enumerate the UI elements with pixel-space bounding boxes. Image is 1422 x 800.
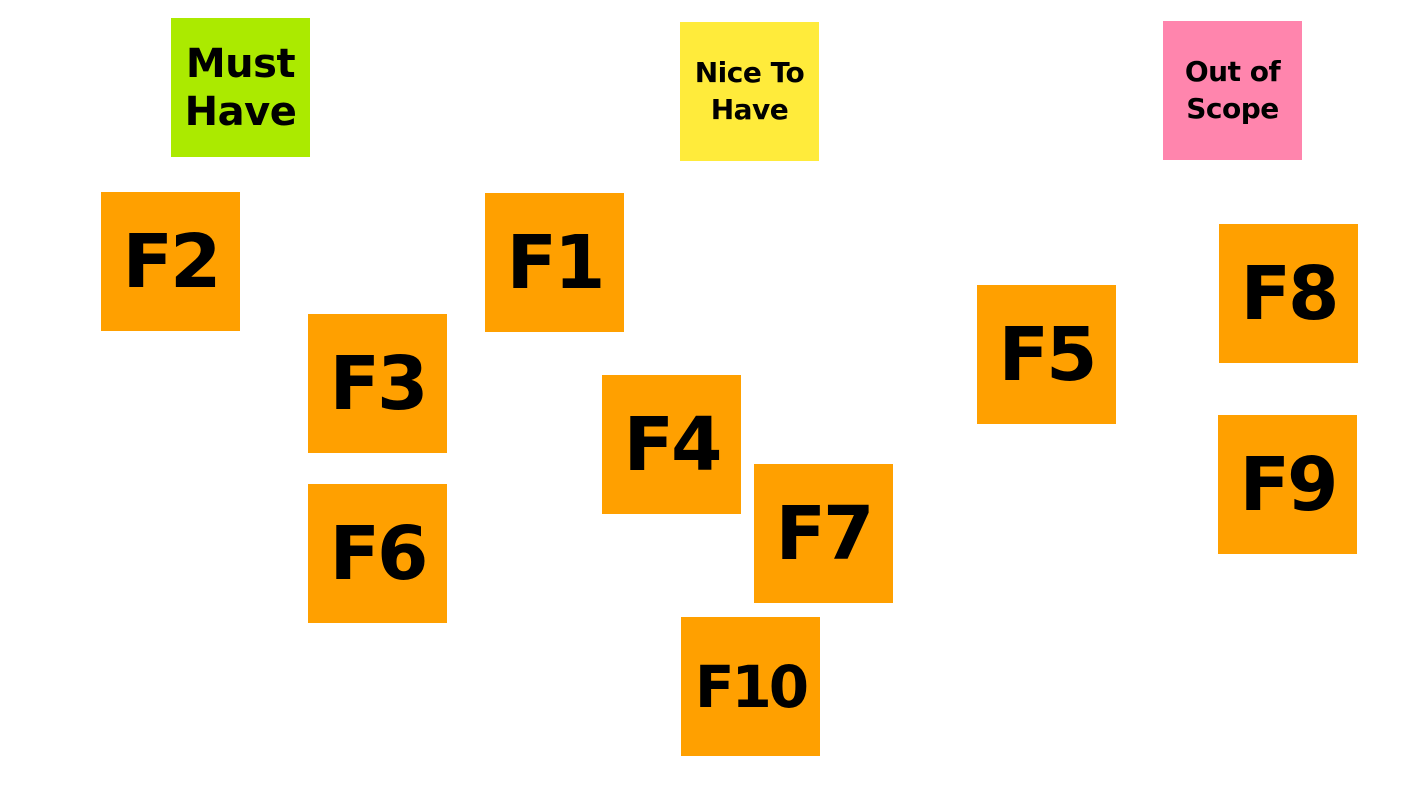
sticky-note-label: F6 — [329, 510, 428, 597]
sticky-note-f5[interactable]: F5 — [977, 285, 1116, 424]
sticky-note-f8[interactable]: F8 — [1219, 224, 1358, 363]
sticky-note-f1[interactable]: F1 — [485, 193, 624, 332]
sticky-note-f3[interactable]: F3 — [308, 314, 447, 453]
sticky-note-f7[interactable]: F7 — [754, 464, 893, 603]
sticky-note-label: F7 — [775, 490, 874, 577]
sticky-note-f10[interactable]: F10 — [681, 617, 820, 756]
sticky-note-label: F1 — [506, 219, 605, 306]
sticky-note-label: F10 — [694, 652, 809, 721]
sticky-note-must-have[interactable]: Must Have — [171, 18, 310, 157]
sticky-note-label: F4 — [623, 401, 722, 488]
sticky-note-nice-to-have[interactable]: Nice To Have — [680, 22, 819, 161]
sticky-note-f6[interactable]: F6 — [308, 484, 447, 623]
sticky-note-label: Must Have — [184, 40, 297, 135]
sticky-note-label: F3 — [329, 340, 428, 427]
sticky-note-label: F2 — [122, 218, 221, 305]
sticky-note-label: F8 — [1240, 250, 1339, 337]
sticky-note-label: Out of Scope — [1184, 55, 1281, 125]
sticky-note-out-of-scope[interactable]: Out of Scope — [1163, 21, 1302, 160]
sticky-note-label: F9 — [1239, 441, 1338, 528]
sticky-note-f2[interactable]: F2 — [101, 192, 240, 331]
sticky-note-label: F5 — [998, 311, 1097, 398]
sticky-note-f4[interactable]: F4 — [602, 375, 741, 514]
sticky-note-label: Nice To Have — [694, 56, 805, 126]
sticky-note-f9[interactable]: F9 — [1218, 415, 1357, 554]
